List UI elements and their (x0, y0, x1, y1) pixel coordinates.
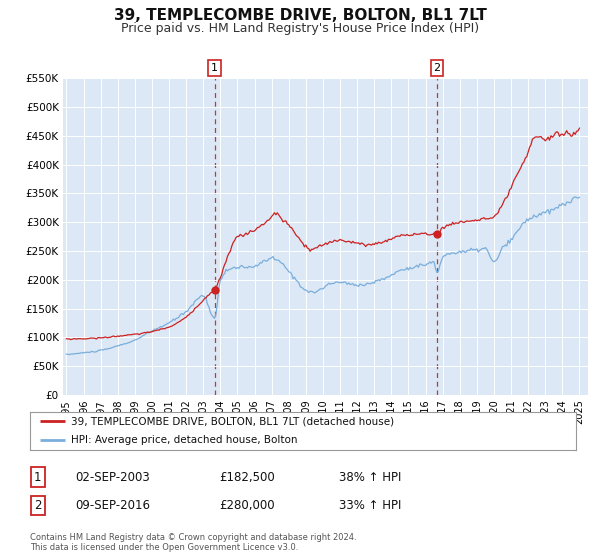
Text: 2: 2 (433, 63, 440, 73)
Text: 39, TEMPLECOMBE DRIVE, BOLTON, BL1 7LT (detached house): 39, TEMPLECOMBE DRIVE, BOLTON, BL1 7LT (… (71, 416, 394, 426)
Text: Contains HM Land Registry data © Crown copyright and database right 2024.: Contains HM Land Registry data © Crown c… (30, 533, 356, 542)
Text: 1: 1 (211, 63, 218, 73)
Text: £182,500: £182,500 (219, 470, 275, 484)
Text: This data is licensed under the Open Government Licence v3.0.: This data is licensed under the Open Gov… (30, 543, 298, 552)
Text: Price paid vs. HM Land Registry's House Price Index (HPI): Price paid vs. HM Land Registry's House … (121, 22, 479, 35)
Text: £280,000: £280,000 (219, 499, 275, 512)
Text: 09-SEP-2016: 09-SEP-2016 (75, 499, 150, 512)
Text: 39, TEMPLECOMBE DRIVE, BOLTON, BL1 7LT: 39, TEMPLECOMBE DRIVE, BOLTON, BL1 7LT (113, 8, 487, 24)
Text: 1: 1 (34, 470, 41, 484)
Text: 33% ↑ HPI: 33% ↑ HPI (339, 499, 401, 512)
Text: 02-SEP-2003: 02-SEP-2003 (75, 470, 150, 484)
Text: HPI: Average price, detached house, Bolton: HPI: Average price, detached house, Bolt… (71, 435, 298, 445)
Text: 2: 2 (34, 499, 41, 512)
Text: 38% ↑ HPI: 38% ↑ HPI (339, 470, 401, 484)
